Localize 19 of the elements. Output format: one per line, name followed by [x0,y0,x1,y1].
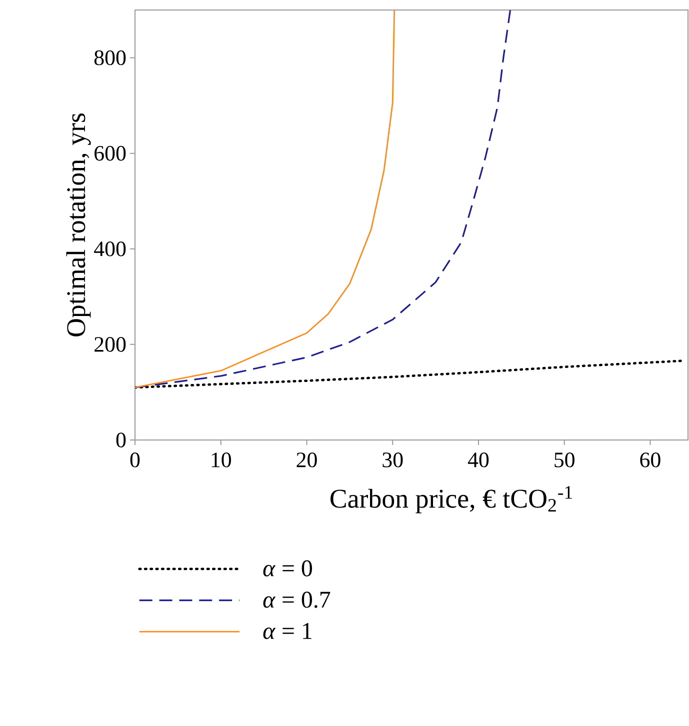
legend-label: α = 1 [263,623,312,640]
y-tick-label: 200 [94,337,126,352]
x-tick-label: 10 [212,452,231,468]
x-tick-label: 0 [130,452,140,468]
x-tick-label: 40 [468,452,489,468]
x-tick-label: 20 [296,452,317,468]
y-tick-label: 600 [94,146,126,161]
x-axis-title: Carbon price, € tCO$_{2}$-1 [330,486,572,514]
y-tick-label: 400 [94,241,126,256]
y-tick-label: 800 [94,50,126,66]
line-series [135,10,512,388]
legend-label: α = 0.7 [263,592,330,608]
legend-label: α = 0 [263,560,312,576]
line-series [135,10,396,388]
y-tick-label: 0 [116,432,126,448]
x-tick-label: 30 [382,452,403,468]
x-tick-label: 50 [554,452,574,468]
y-axis-title: Optimal rotation, yrs [66,114,91,336]
x-tick-label: 60 [640,452,660,468]
